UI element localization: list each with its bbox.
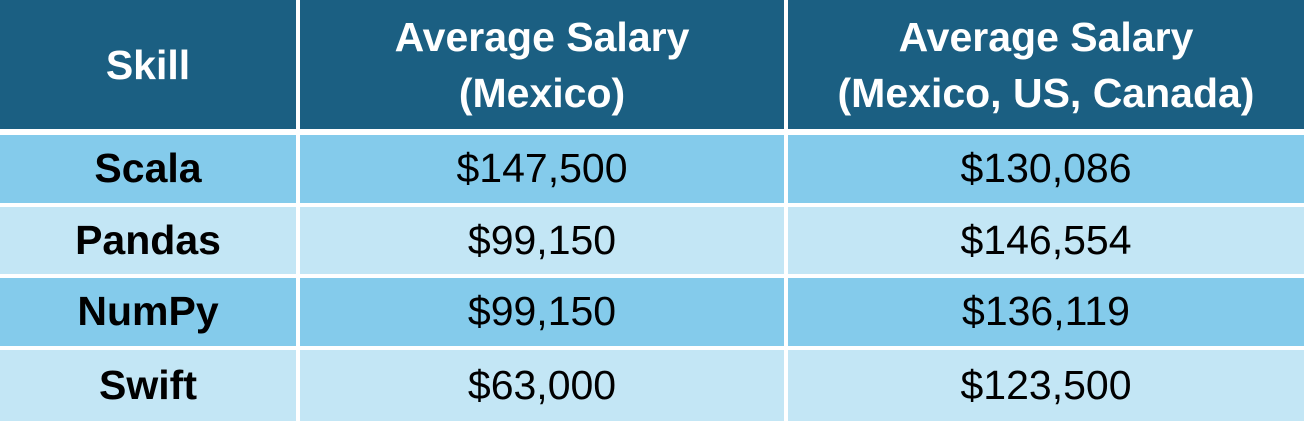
avg-mexico-cell: $99,150 <box>296 278 784 350</box>
header-avg-mexico-line2: (Mexico) <box>458 69 626 116</box>
table-row: Pandas $99,150 $146,554 <box>0 206 1304 278</box>
avg-north-america-cell: $123,500 <box>784 349 1304 421</box>
avg-mexico-cell: $99,150 <box>296 206 784 278</box>
skill-cell: Swift <box>0 349 296 421</box>
header-skill-label: Skill <box>105 41 191 88</box>
header-skill: Skill <box>0 0 296 135</box>
table-row: Scala $147,500 $130,086 <box>0 135 1304 207</box>
avg-mexico-cell: $147,500 <box>296 135 784 207</box>
header-avg-mexico: Average Salary (Mexico) <box>296 0 784 135</box>
header-row: Skill Average Salary (Mexico) Average Sa… <box>0 0 1304 135</box>
skill-cell: Scala <box>0 135 296 207</box>
table-row: Swift $63,000 $123,500 <box>0 349 1304 421</box>
skill-cell: NumPy <box>0 278 296 350</box>
avg-north-america-cell: $130,086 <box>784 135 1304 207</box>
header-avg-mexico-line1: Average Salary <box>394 13 690 60</box>
avg-north-america-cell: $146,554 <box>784 206 1304 278</box>
header-avg-north-america: Average Salary (Mexico, US, Canada) <box>784 0 1304 135</box>
header-avg-north-america-line2: (Mexico, US, Canada) <box>837 69 1255 116</box>
avg-mexico-cell: $63,000 <box>296 349 784 421</box>
table-row: NumPy $99,150 $136,119 <box>0 278 1304 350</box>
avg-north-america-cell: $136,119 <box>784 278 1304 350</box>
skill-cell: Pandas <box>0 206 296 278</box>
header-avg-north-america-line1: Average Salary <box>898 13 1194 60</box>
